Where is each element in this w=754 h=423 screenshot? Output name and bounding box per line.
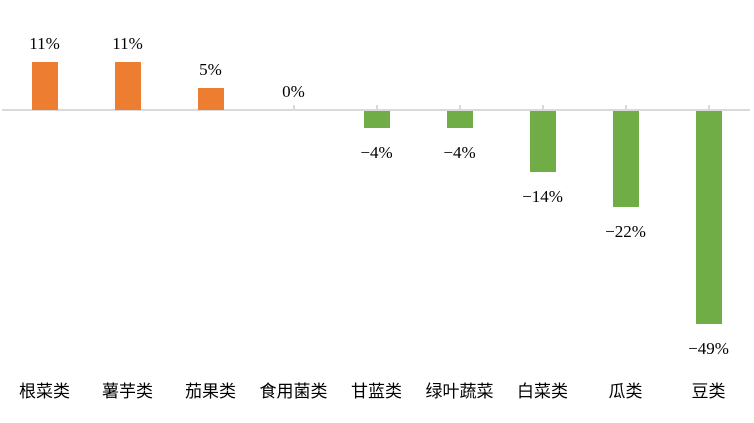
bar-positive bbox=[114, 62, 141, 110]
category-label: 茄果类 bbox=[185, 382, 236, 401]
axis-tick bbox=[292, 105, 295, 109]
axis-tick bbox=[707, 105, 710, 109]
bar-negative bbox=[612, 111, 639, 207]
axis-tick bbox=[458, 105, 461, 109]
bar-negative bbox=[446, 111, 473, 128]
value-label: −49% bbox=[688, 339, 729, 358]
bar-negative bbox=[695, 111, 722, 324]
value-label: 11% bbox=[112, 34, 143, 53]
value-label: 0% bbox=[282, 82, 305, 101]
category-label: 食用菌类 bbox=[259, 382, 328, 401]
bar-negative bbox=[363, 111, 390, 128]
category-label: 白菜类 bbox=[517, 382, 568, 401]
axis-tick bbox=[624, 105, 627, 109]
value-label: 11% bbox=[29, 34, 60, 53]
bar-positive bbox=[31, 62, 58, 110]
category-label: 甘蓝类 bbox=[351, 382, 402, 401]
value-label: −22% bbox=[605, 222, 646, 241]
category-label: 根菜类 bbox=[19, 382, 70, 401]
value-label: −4% bbox=[360, 143, 393, 162]
bar-negative bbox=[529, 111, 556, 172]
axis-tick bbox=[541, 105, 544, 109]
category-label: 绿叶蔬菜 bbox=[425, 382, 494, 401]
bar-positive bbox=[197, 88, 224, 110]
category-label: 瓜类 bbox=[608, 382, 643, 401]
x-axis-line bbox=[2, 109, 750, 111]
value-label: −14% bbox=[522, 187, 563, 206]
value-label: −4% bbox=[443, 143, 476, 162]
axis-tick bbox=[375, 105, 378, 109]
value-label: 5% bbox=[199, 60, 222, 79]
category-label: 豆类 bbox=[691, 382, 726, 401]
category-label: 薯芋类 bbox=[102, 382, 153, 401]
